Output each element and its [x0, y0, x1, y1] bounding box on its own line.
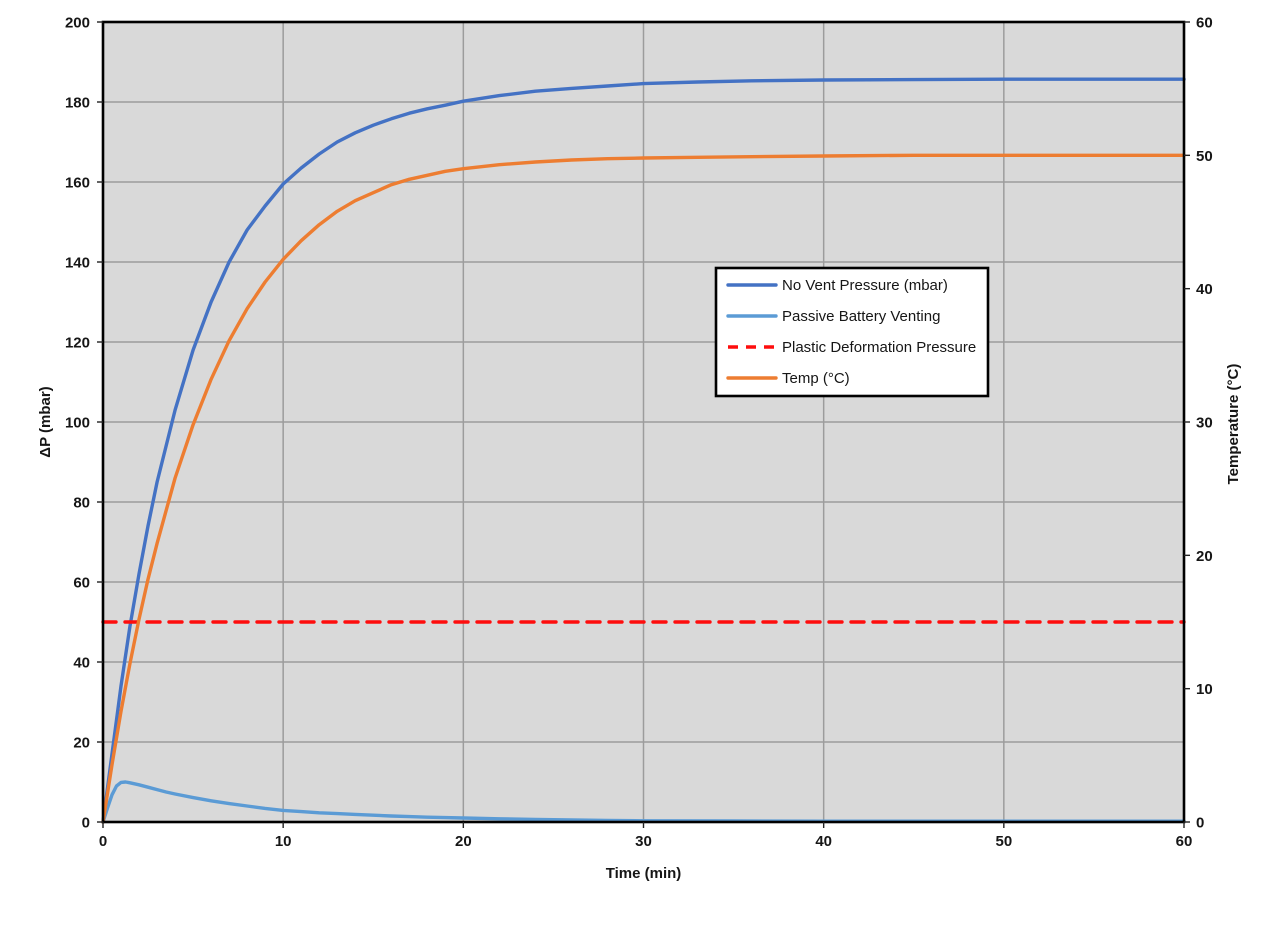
y-left-tick-label: 120	[65, 335, 90, 352]
y-left-tick-label: 0	[82, 815, 90, 832]
x-tick-label: 60	[1176, 833, 1193, 850]
y-right-tick-label: 60	[1196, 15, 1213, 32]
series-line-1	[101, 780, 1186, 824]
y-left-axis-title: ΔP (mbar)	[37, 386, 54, 457]
y-right-axis-title: Temperature (°C)	[1225, 364, 1242, 485]
y-left-tick-label: 80	[73, 495, 90, 512]
x-axis-title: Time (min)	[606, 865, 682, 882]
legend: No Vent Pressure (mbar) Passive Battery V…	[714, 266, 990, 398]
y-right-tick-label: 10	[1196, 681, 1213, 698]
series-line-0	[101, 77, 1186, 824]
x-tick-label: 40	[815, 833, 832, 850]
y-left-tick-label: 180	[65, 95, 90, 112]
y-right-tick-label: 30	[1196, 415, 1213, 432]
legend-label: Passive Battery Venting	[782, 308, 940, 325]
y-left-tick-label: 160	[65, 175, 90, 192]
legend-item: No Vent Pressure (mbar)	[726, 277, 948, 294]
x-tick-label: 0	[99, 833, 107, 850]
y-left-tick-label: 200	[65, 15, 90, 32]
y-right-tick-label: 0	[1196, 815, 1204, 832]
y-right-tick-label: 20	[1196, 548, 1213, 565]
y-left-tick-label: 60	[73, 575, 90, 592]
legend-label: Plastic Deformation Pressure	[782, 339, 976, 356]
gridlines	[103, 22, 1184, 822]
x-tick-label: 30	[635, 833, 652, 850]
legend-item: Plastic Deformation Pressure	[728, 339, 976, 356]
legend-item: Passive Battery Venting	[726, 308, 940, 325]
y-left-tick-label: 140	[65, 255, 90, 272]
legend-box	[714, 266, 990, 398]
legend-item: Temp (°C)	[726, 370, 850, 387]
x-tick-label: 20	[455, 833, 472, 850]
y-right-tick-label: 40	[1196, 281, 1213, 298]
legend-label: No Vent Pressure (mbar)	[782, 277, 948, 294]
x-tick-label: 50	[995, 833, 1012, 850]
y-right-tick-label: 50	[1196, 148, 1213, 165]
legend-label: Temp (°C)	[782, 370, 850, 387]
y-left-tick-label: 100	[65, 415, 90, 432]
series-line-3	[101, 153, 1186, 824]
x-tick-label: 10	[275, 833, 292, 850]
y-left-tick-label: 20	[73, 735, 90, 752]
tick-marks	[97, 21, 1190, 828]
y-left-tick-label: 40	[73, 655, 90, 672]
